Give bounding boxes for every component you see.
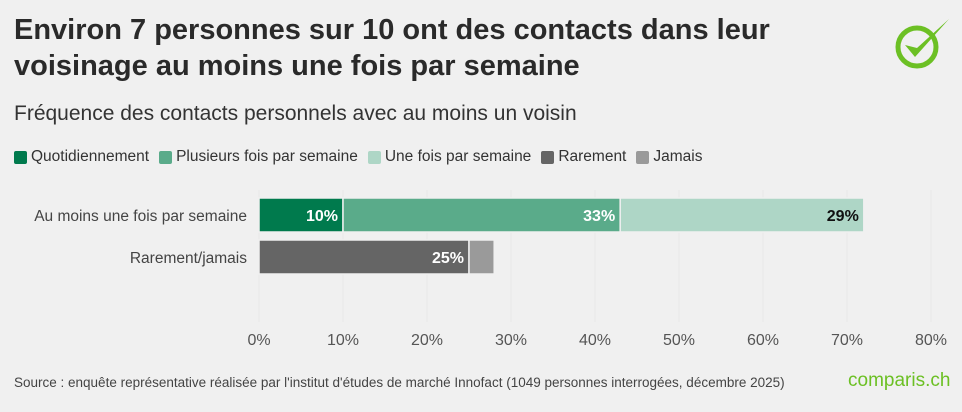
data-label: 10% — [306, 208, 338, 225]
x-tick-label: 60% — [747, 332, 779, 349]
legend-swatch — [14, 150, 27, 164]
x-tick-label: 10% — [327, 332, 359, 349]
bar-segment — [342, 197, 621, 233]
legend-label: Jamais — [653, 148, 703, 165]
legend-swatch — [636, 150, 650, 164]
category-label: Au moins une fois par semaine — [34, 208, 247, 225]
source-note: Source : enquête représentative réalisée… — [14, 375, 785, 390]
legend-item: Une fois par semaine — [367, 148, 532, 166]
legend-item: Quotidiennement — [14, 148, 149, 166]
x-tick-label: 20% — [411, 332, 443, 349]
x-tick-label: 40% — [579, 332, 611, 349]
x-tick-label: 50% — [663, 332, 695, 349]
legend-item: Plusieurs fois par semaine — [159, 148, 358, 166]
legend: Quotidiennement Plusieurs fois par semain… — [14, 148, 702, 166]
legend-swatch — [541, 150, 555, 164]
x-tick-label: 70% — [831, 332, 863, 349]
legend-label: Quotidiennement — [31, 148, 150, 165]
green-checkmark-circle-icon — [893, 15, 955, 78]
data-label: 29% — [827, 208, 859, 225]
bar-segment — [468, 239, 495, 275]
data-label: 25% — [432, 250, 464, 267]
plot-area: 0% 10% 20% 30% 40% 50% 60% 70% 80% Au moins une f… — [34, 197, 948, 349]
legend-swatch — [159, 150, 173, 164]
legend-label: Rarement — [558, 148, 627, 165]
legend-swatch — [367, 150, 381, 164]
legend-item: Jamais — [636, 148, 702, 166]
category-label: Rarement/jamais — [130, 250, 247, 267]
brand-logo: comparis.ch — [848, 370, 951, 391]
legend-item: Rarement — [541, 148, 626, 166]
bar-segment — [619, 197, 865, 233]
x-tick-label: 80% — [915, 332, 947, 349]
chart-title: Environ 7 personnes sur 10 ont des conta… — [14, 14, 770, 82]
data-label: 33% — [583, 208, 615, 225]
chart-subtitle: Fréquence des contacts personnels avec a… — [14, 102, 577, 125]
legend-label: Plusieurs fois par semaine — [176, 148, 358, 165]
x-tick-label: 0% — [247, 332, 270, 349]
x-tick-label: 30% — [495, 332, 527, 349]
legend-label: Une fois par semaine — [384, 148, 532, 165]
bar-segment — [258, 197, 344, 233]
